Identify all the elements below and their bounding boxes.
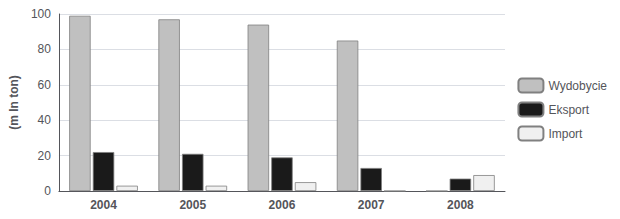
svg-text:2008: 2008 (447, 198, 474, 212)
svg-text:2004: 2004 (90, 198, 117, 212)
svg-text:20: 20 (38, 149, 52, 163)
svg-text:2007: 2007 (358, 198, 385, 212)
svg-text:100: 100 (31, 7, 51, 21)
svg-text:80: 80 (38, 42, 52, 56)
svg-text:40: 40 (38, 113, 52, 127)
svg-text:Import: Import (548, 127, 583, 141)
svg-text:2005: 2005 (179, 198, 206, 212)
svg-text:Wydobycie: Wydobycie (548, 79, 607, 93)
svg-text:(m ln ton): (m ln ton) (7, 75, 21, 130)
svg-text:2006: 2006 (269, 198, 296, 212)
svg-text:Eksport: Eksport (548, 103, 589, 117)
svg-text:0: 0 (44, 184, 51, 198)
svg-text:60: 60 (38, 78, 52, 92)
